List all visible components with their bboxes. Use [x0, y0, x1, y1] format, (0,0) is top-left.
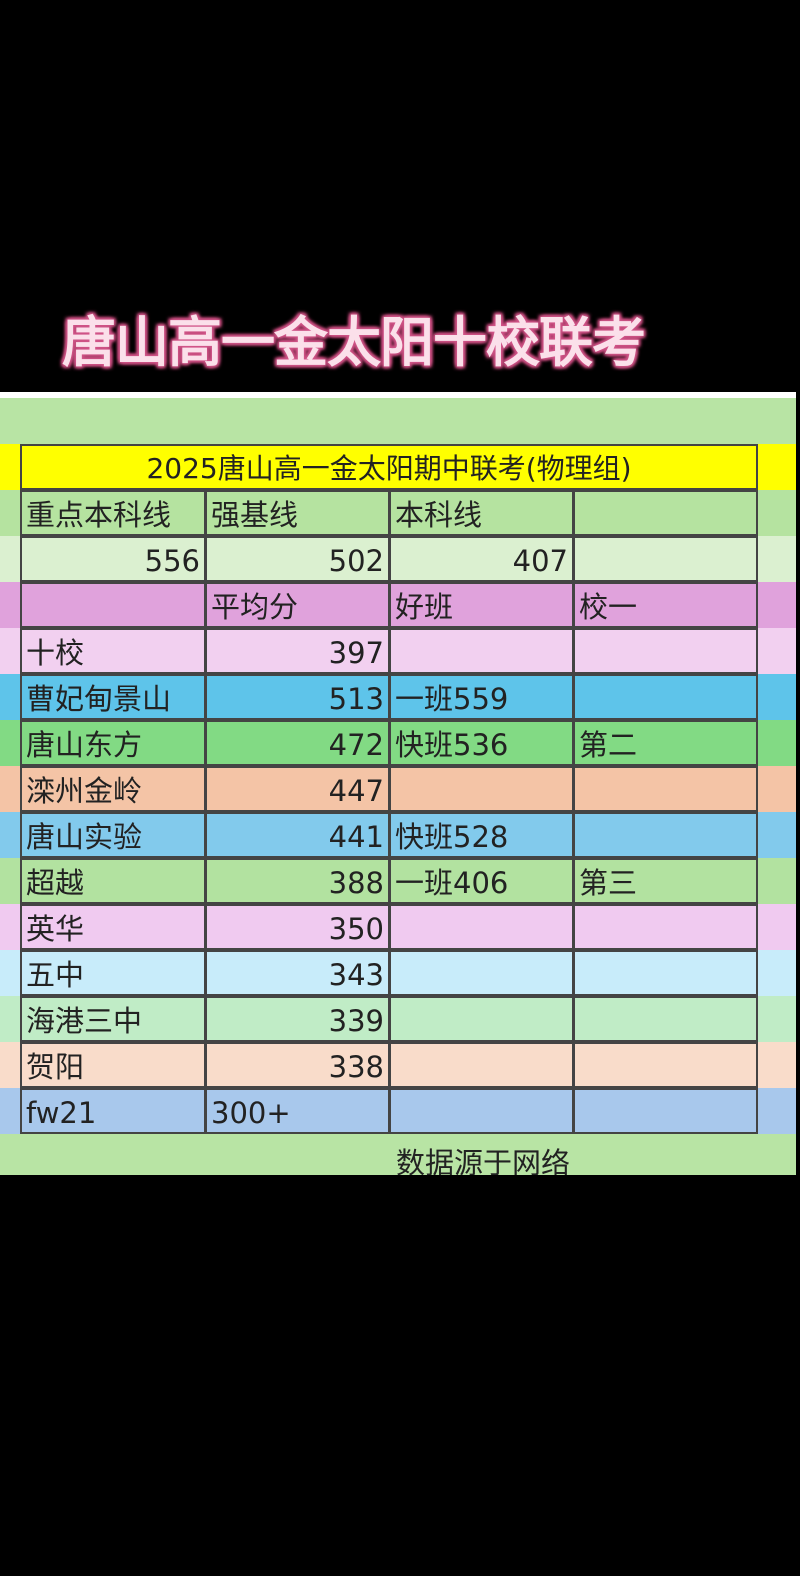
table-cell[interactable]: 338	[205, 1042, 390, 1088]
table-row: 556 502 407	[0, 536, 796, 582]
table-cell[interactable]	[573, 1088, 758, 1134]
table-row: 十校 397	[0, 628, 796, 674]
table-cell[interactable]: 350	[205, 904, 390, 950]
table-cell[interactable]: 快班528	[389, 812, 574, 858]
table-cell[interactable]	[573, 904, 758, 950]
table-cell[interactable]	[573, 536, 758, 582]
table-cell[interactable]	[573, 490, 758, 536]
table-row: 英华 350	[0, 904, 796, 950]
table-cell[interactable]: 滦州金岭	[20, 766, 206, 812]
sheet-header-strip	[0, 392, 796, 398]
table-cell[interactable]	[389, 950, 574, 996]
table-cell[interactable]: 441	[205, 812, 390, 858]
table-cell[interactable]: 447	[205, 766, 390, 812]
table-cell[interactable]	[573, 674, 758, 720]
table-cell[interactable]: 472	[205, 720, 390, 766]
table-cell[interactable]	[389, 628, 574, 674]
table-cell[interactable]	[573, 628, 758, 674]
table-row: 唐山东方 472 快班536 第二	[0, 720, 796, 766]
table-cell[interactable]	[573, 996, 758, 1042]
table-cell[interactable]: 平均分	[205, 582, 390, 628]
table-row: 唐山实验 441 快班528	[0, 812, 796, 858]
table-cell[interactable]: 超越	[20, 858, 206, 904]
table-cell[interactable]: 唐山东方	[20, 720, 206, 766]
table-cell[interactable]: 407	[389, 536, 574, 582]
table-cell[interactable]: 397	[205, 628, 390, 674]
table-cell[interactable]	[389, 1042, 574, 1088]
table-cell[interactable]	[20, 582, 206, 628]
banner-title: 唐山高一金太阳十校联考	[62, 311, 646, 374]
table-cell[interactable]: 唐山实验	[20, 812, 206, 858]
table-cell[interactable]: 英华	[20, 904, 206, 950]
table-cell[interactable]: 一班559	[389, 674, 574, 720]
table-cell[interactable]: 343	[205, 950, 390, 996]
table-cell[interactable]: 海港三中	[20, 996, 206, 1042]
table-row: 超越 388 一班406 第三	[0, 858, 796, 904]
table-title[interactable]: 2025唐山高一金太阳期中联考(物理组)	[20, 444, 758, 490]
table-row: 曹妃甸景山 513 一班559	[0, 674, 796, 720]
table-cell[interactable]: 第二	[573, 720, 758, 766]
table-cell[interactable]: 校一	[573, 582, 758, 628]
table-row: 滦州金岭 447	[0, 766, 796, 812]
table-cell[interactable]	[573, 812, 758, 858]
source-caption[interactable]: 数据源于网络	[396, 1146, 571, 1175]
table-row: 重点本科线 强基线 本科线	[0, 490, 796, 536]
table-cell[interactable]	[389, 996, 574, 1042]
spreadsheet: 2025唐山高一金太阳期中联考(物理组) 重点本科线 强基线 本科线 556 502 40…	[0, 398, 796, 1175]
table-cell[interactable]: 强基线	[205, 490, 390, 536]
table-cell[interactable]: 好班	[389, 582, 574, 628]
table-cell[interactable]	[389, 1088, 574, 1134]
table-cell[interactable]: 本科线	[389, 490, 574, 536]
table-cell[interactable]: 重点本科线	[20, 490, 206, 536]
table-row: 海港三中 339	[0, 996, 796, 1042]
table-cell[interactable]: 第三	[573, 858, 758, 904]
table-cell[interactable]	[389, 904, 574, 950]
table-cell[interactable]	[573, 766, 758, 812]
table-row: fw21 300+	[0, 1088, 796, 1134]
table-row: 平均分 好班 校一	[0, 582, 796, 628]
table-cell[interactable]: 300+	[205, 1088, 390, 1134]
table-cell[interactable]: 五中	[20, 950, 206, 996]
table-cell[interactable]: 快班536	[389, 720, 574, 766]
table-cell[interactable]: 十校	[20, 628, 206, 674]
table-cell[interactable]: 贺阳	[20, 1042, 206, 1088]
table-cell[interactable]: 502	[205, 536, 390, 582]
table-cell[interactable]: 513	[205, 674, 390, 720]
table-title-row: 2025唐山高一金太阳期中联考(物理组)	[0, 444, 796, 490]
table-cell[interactable]	[573, 1042, 758, 1088]
table-cell[interactable]: 曹妃甸景山	[20, 674, 206, 720]
table-cell[interactable]: 388	[205, 858, 390, 904]
table-cell[interactable]: 339	[205, 996, 390, 1042]
table-cell[interactable]: 一班406	[389, 858, 574, 904]
table-cell[interactable]	[573, 950, 758, 996]
table-cell[interactable]: 556	[20, 536, 206, 582]
table-cell[interactable]	[389, 766, 574, 812]
table-cell[interactable]: fw21	[20, 1088, 206, 1134]
table-row: 五中 343	[0, 950, 796, 996]
table-row: 贺阳 338	[0, 1042, 796, 1088]
